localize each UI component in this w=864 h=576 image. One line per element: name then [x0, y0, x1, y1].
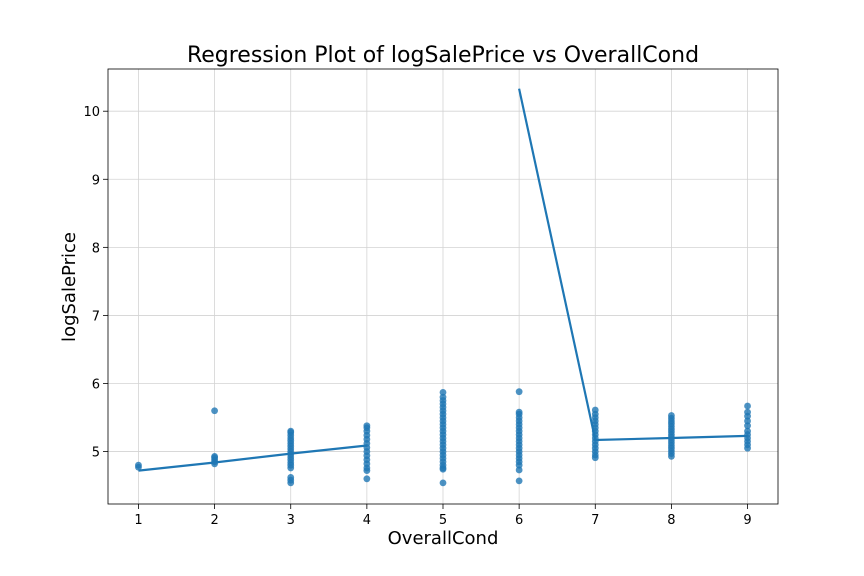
x-axis-ticks: 1 2 3 4 5 6 7 8 9: [134, 504, 752, 528]
x-axis-label: OverallCond: [388, 528, 499, 549]
regression-line-segment: [518, 88, 748, 442]
data-point: [515, 477, 523, 485]
x-tick-label: 7: [591, 513, 599, 528]
plot-frame: [107, 68, 779, 505]
y-tick-label: 7: [92, 309, 100, 324]
x-tick-label: 2: [210, 513, 218, 528]
data-point: [744, 417, 751, 425]
x-tick-label: 1: [134, 513, 142, 528]
x-tick-label: 3: [287, 513, 295, 528]
x-tick-label: 5: [439, 513, 447, 528]
data-point: [135, 461, 142, 469]
x-tick-label: 9: [743, 513, 751, 528]
grid-layer: [108, 69, 778, 504]
scatter-points: [135, 388, 751, 487]
data-point: [439, 479, 447, 487]
data-point: [591, 406, 599, 414]
data-point: [515, 466, 523, 474]
data-point: [439, 393, 447, 401]
data-point: [744, 427, 751, 435]
data-point: [211, 407, 218, 415]
x-tick-label: 4: [363, 513, 371, 528]
x-tick-label: 8: [667, 513, 675, 528]
data-point: [287, 427, 295, 435]
data-point: [439, 388, 447, 396]
regression-line: [138, 88, 748, 472]
data-point: [211, 452, 218, 460]
data-point: [744, 408, 751, 416]
data-point: [363, 475, 371, 483]
y-axis-label: logSalePrice: [59, 232, 80, 342]
y-tick-label: 10: [83, 105, 100, 120]
data-point: [744, 422, 751, 430]
y-tick-label: 9: [92, 173, 100, 188]
x-tick-label: 6: [515, 513, 523, 528]
data-point: [744, 402, 751, 410]
y-axis-ticks: 5 6 7 8 9 10: [83, 105, 108, 461]
data-point: [515, 388, 523, 396]
data-point: [287, 474, 295, 481]
y-tick-label: 8: [92, 241, 100, 256]
y-tick-label: 5: [92, 446, 100, 461]
data-point: [668, 412, 675, 419]
regression-line-segment: [138, 444, 368, 472]
y-tick-label: 6: [92, 378, 100, 393]
chart-title: Regression Plot of logSalePrice vs Overa…: [187, 43, 699, 68]
data-point: [363, 422, 371, 430]
data-point: [515, 408, 523, 416]
